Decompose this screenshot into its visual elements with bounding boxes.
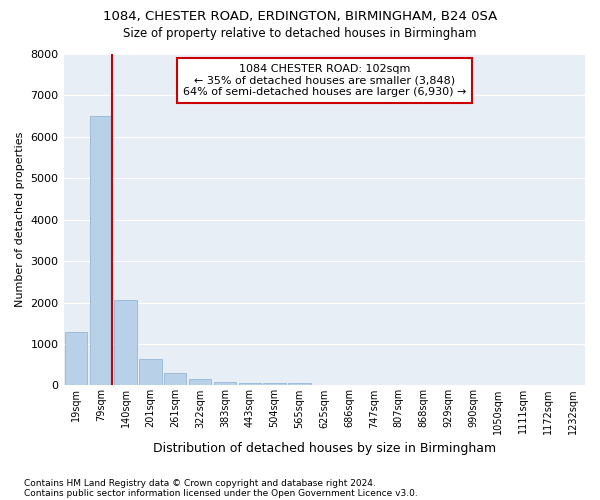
Bar: [214, 382, 236, 386]
Bar: [89, 116, 112, 386]
Text: 1084, CHESTER ROAD, ERDINGTON, BIRMINGHAM, B24 0SA: 1084, CHESTER ROAD, ERDINGTON, BIRMINGHA…: [103, 10, 497, 23]
Bar: [288, 383, 311, 386]
Bar: [115, 300, 137, 386]
X-axis label: Distribution of detached houses by size in Birmingham: Distribution of detached houses by size …: [153, 442, 496, 455]
Bar: [164, 374, 187, 386]
Bar: [189, 380, 211, 386]
Bar: [139, 360, 161, 386]
Text: 1084 CHESTER ROAD: 102sqm
← 35% of detached houses are smaller (3,848)
64% of se: 1084 CHESTER ROAD: 102sqm ← 35% of detac…: [182, 64, 466, 97]
Text: Contains public sector information licensed under the Open Government Licence v3: Contains public sector information licen…: [24, 488, 418, 498]
Text: Contains HM Land Registry data © Crown copyright and database right 2024.: Contains HM Land Registry data © Crown c…: [24, 478, 376, 488]
Bar: [239, 383, 261, 386]
Bar: [263, 383, 286, 386]
Bar: [65, 332, 87, 386]
Y-axis label: Number of detached properties: Number of detached properties: [15, 132, 25, 308]
Text: Size of property relative to detached houses in Birmingham: Size of property relative to detached ho…: [123, 28, 477, 40]
